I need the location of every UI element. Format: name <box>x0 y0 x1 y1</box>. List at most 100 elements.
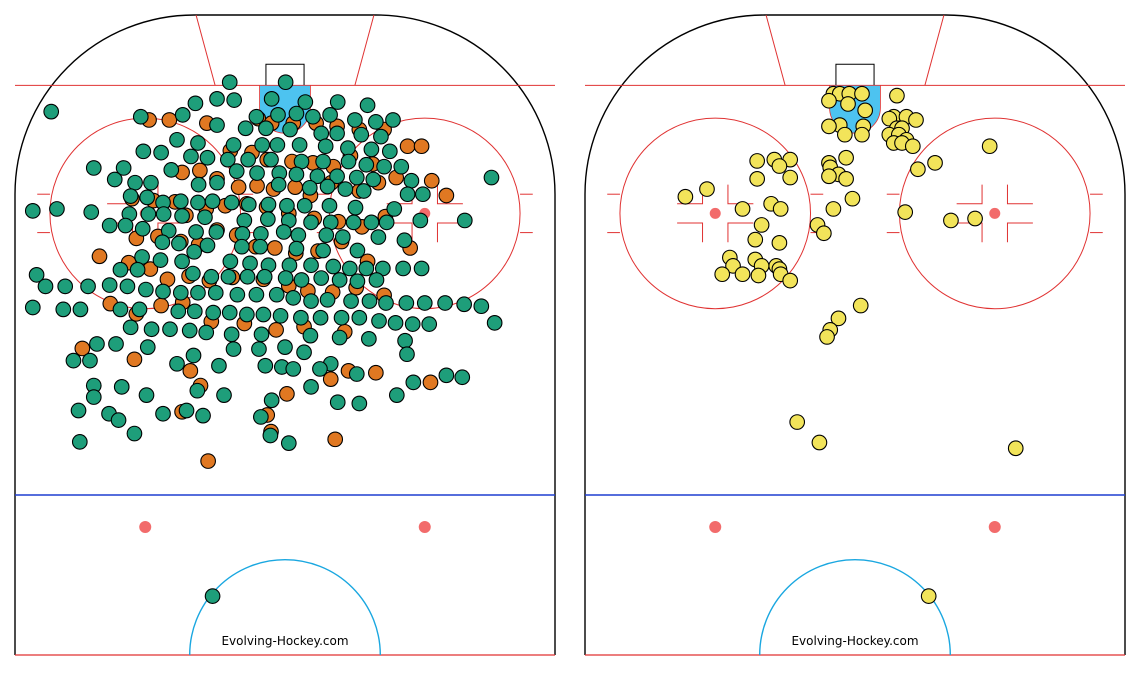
shot-point <box>348 366 365 382</box>
shot-point <box>387 314 404 331</box>
shot-point <box>282 121 298 138</box>
shot-point <box>771 234 788 251</box>
shot-point <box>185 265 201 282</box>
shot-point <box>378 214 395 231</box>
shot-point <box>190 176 207 193</box>
shot-point <box>355 183 372 199</box>
shot-point <box>819 329 835 345</box>
shot-point <box>257 357 274 374</box>
shot-point <box>178 402 195 419</box>
shot-point <box>268 322 284 338</box>
shot-point <box>782 169 799 186</box>
shot-point <box>331 272 348 288</box>
rink-panel-2: Evolving-Hockey.com <box>584 14 1126 656</box>
shot-point <box>279 197 295 214</box>
shot-point <box>456 296 473 313</box>
shot-point <box>233 238 250 255</box>
shot-point <box>749 153 766 169</box>
neutral-zone-dot <box>418 521 431 533</box>
shot-point <box>277 270 294 286</box>
watermark: Evolving-Hockey.com <box>221 634 348 648</box>
shot-point <box>65 352 82 369</box>
shot-point <box>139 339 156 356</box>
shot-point <box>242 255 258 272</box>
shot-point <box>162 321 178 338</box>
shot-point <box>337 181 354 197</box>
shot-point <box>359 97 376 114</box>
shot-point <box>169 355 185 372</box>
shot-point <box>838 170 854 187</box>
shot-point <box>172 193 189 210</box>
shot-point <box>288 105 305 122</box>
shot-point <box>119 278 136 295</box>
shot-point <box>182 362 199 379</box>
shot-point <box>258 120 274 137</box>
shot-point <box>270 176 287 193</box>
shot-point <box>319 291 336 308</box>
shot-point <box>397 332 413 349</box>
shot-point <box>190 194 206 211</box>
rink-boards <box>14 14 556 655</box>
shot-point <box>381 143 398 160</box>
shot-point <box>290 227 307 244</box>
shot-point <box>897 204 914 220</box>
shot-point <box>211 357 227 374</box>
faceoff-circle-left <box>619 117 812 310</box>
shot-point <box>226 92 243 108</box>
shot-point <box>285 290 302 306</box>
shot-point <box>303 257 319 274</box>
shot-point <box>333 309 350 326</box>
shot-point <box>348 169 365 186</box>
shot-point <box>981 138 998 155</box>
shot-point <box>473 298 490 315</box>
shot-point <box>163 162 180 178</box>
shot-point <box>343 293 359 309</box>
shot-point <box>221 74 238 91</box>
shot-point <box>112 261 129 278</box>
shot-point <box>91 248 108 265</box>
goal-net <box>835 63 875 86</box>
shot-point <box>203 268 220 285</box>
shot-point <box>240 196 257 213</box>
shot-point <box>677 188 694 205</box>
shot-point <box>138 387 155 404</box>
shot-point <box>117 217 134 234</box>
shot-point <box>239 268 256 285</box>
shot-point <box>486 314 503 331</box>
shot-point <box>89 336 105 352</box>
shot-point <box>57 278 74 295</box>
shot-point <box>134 220 151 237</box>
shot-point <box>404 316 421 332</box>
faceoff-l-mark <box>386 222 413 243</box>
shot-point <box>327 431 344 448</box>
shot-point <box>412 212 429 229</box>
shot-point <box>967 210 983 227</box>
shot-point <box>248 286 265 303</box>
shot-point <box>413 138 430 155</box>
shot-point <box>183 148 199 165</box>
shot-point <box>329 125 345 142</box>
shot-point <box>225 137 242 153</box>
shot-point <box>236 212 253 229</box>
rink-panel-1: Evolving-Hockey.com <box>14 14 556 656</box>
shot-point <box>750 267 767 284</box>
shot-point <box>854 126 870 143</box>
shot-point <box>174 208 190 224</box>
shot-point <box>399 346 415 363</box>
shot-point <box>782 272 799 289</box>
shot-point <box>55 301 72 318</box>
shot-point <box>396 232 413 249</box>
shot-point <box>303 214 319 231</box>
shot-point <box>353 126 370 143</box>
shot-point <box>315 242 331 259</box>
center-circle <box>759 559 951 656</box>
shot-point <box>365 171 382 188</box>
shot-point <box>844 190 861 207</box>
shot-point <box>220 268 237 285</box>
shot-point <box>734 201 751 217</box>
shot-point <box>155 283 171 300</box>
shot-point <box>305 108 321 125</box>
shot-point <box>749 170 766 187</box>
shot-point <box>910 161 926 178</box>
